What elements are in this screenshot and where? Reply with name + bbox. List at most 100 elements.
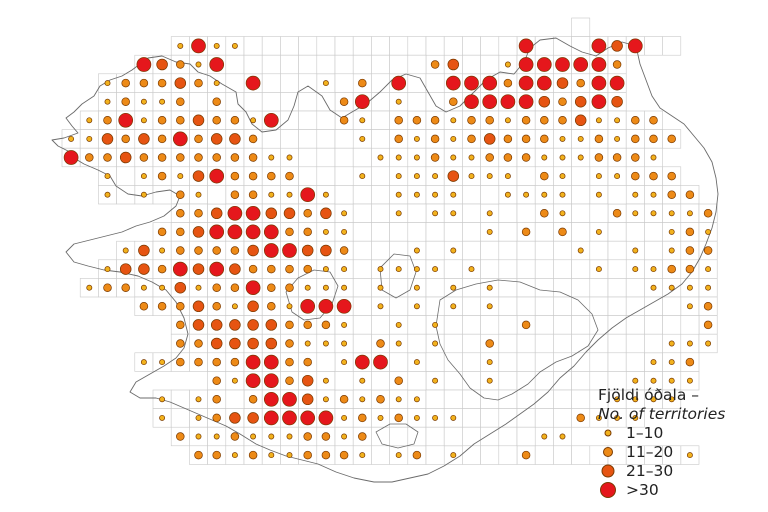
territory-dot (210, 319, 223, 331)
grid-cell-empty (407, 92, 427, 112)
territory-dot (354, 354, 370, 370)
grid-cell-empty (571, 389, 591, 409)
vatnajokull-outline (435, 279, 599, 401)
territory-dot (595, 173, 602, 180)
territory-dot (482, 75, 498, 91)
territory-dot (156, 58, 168, 71)
territory-dot (413, 303, 420, 310)
territory-dot (230, 432, 240, 441)
territory-dot (68, 135, 75, 142)
territory-dot (611, 95, 623, 108)
territory-dot (103, 283, 112, 292)
grid-cell-empty (498, 352, 518, 372)
grid-cell-empty (407, 315, 427, 335)
grid-cell-empty (389, 36, 409, 56)
territory-dot (650, 284, 657, 291)
myrdalsjokull-outline (375, 423, 419, 449)
grid-cell-empty (607, 259, 627, 279)
territory-dot (521, 116, 531, 125)
grid-cell-empty (589, 389, 609, 409)
grid-cell-empty (389, 240, 409, 261)
territory-dot (559, 191, 566, 198)
territory-dot (157, 227, 167, 237)
territory-dot (63, 150, 79, 165)
grid-cell-empty (443, 333, 463, 354)
territory-dot (395, 340, 402, 347)
territory-dot (139, 302, 149, 311)
territory-dot (194, 78, 203, 88)
grid-cell-empty (516, 203, 536, 223)
grid-cell-empty (298, 36, 318, 56)
grid-cell-empty (480, 389, 500, 409)
territory-dot (195, 433, 202, 440)
territory-dot (191, 38, 206, 54)
grid-cell-empty (625, 278, 645, 298)
grid-cell-empty (298, 92, 318, 112)
territory-dot (503, 78, 513, 88)
territory-dot (649, 116, 658, 125)
territory-dot (245, 75, 261, 91)
grid-cell-empty (516, 296, 536, 316)
territory-dot (247, 319, 259, 331)
territory-dot (395, 98, 402, 105)
grid-cell-empty (261, 73, 281, 93)
territory-dot (341, 228, 348, 235)
territory-dot (303, 320, 312, 330)
grid-cell-empty (389, 426, 409, 447)
grid-cell-empty (480, 408, 500, 428)
territory-dot (685, 246, 695, 255)
territory-dot (157, 302, 167, 311)
grid-cell-empty (553, 296, 572, 316)
grid-cell-empty (498, 315, 518, 335)
territory-dot (521, 227, 531, 237)
territory-dot (192, 300, 205, 313)
territory-dot (159, 414, 166, 421)
territory-dot (518, 94, 534, 110)
territory-dot (247, 337, 259, 350)
grid-cell-empty (607, 296, 627, 316)
territory-dot (229, 133, 241, 145)
territory-dot (248, 395, 258, 404)
territory-dot (212, 357, 221, 367)
territory-dot (413, 191, 420, 198)
grid-cell-empty (571, 203, 591, 223)
territory-dot (413, 414, 420, 421)
territory-dot (667, 134, 676, 144)
territory-dot (213, 80, 220, 87)
territory-dot (304, 340, 311, 347)
territory-dot (322, 396, 329, 403)
territory-dot (248, 171, 258, 181)
territory-dot (301, 244, 314, 257)
territory-dot (263, 391, 279, 407)
territory-dot (194, 209, 203, 218)
territory-dot (705, 266, 712, 273)
territory-dot (667, 264, 676, 274)
grid-cell-empty (243, 92, 263, 112)
territory-dot (138, 133, 150, 145)
grid-cell-empty (553, 445, 572, 465)
territory-dot (250, 433, 257, 440)
grid-cell-empty (516, 389, 536, 409)
territory-dot (412, 116, 422, 125)
territory-dot (594, 134, 604, 144)
territory-dot (194, 134, 203, 144)
territory-dot (104, 191, 111, 198)
territory-dot (248, 450, 258, 460)
grid-cell-empty (462, 185, 481, 205)
territory-dot (176, 227, 185, 237)
grid-cell-empty (480, 445, 500, 465)
grid-cell-empty (116, 166, 136, 186)
grid-cell-empty (498, 426, 518, 447)
territory-dot (195, 61, 202, 68)
grid-cell-empty (462, 240, 481, 261)
territory-dot (468, 154, 475, 161)
grid-cell-empty (316, 129, 336, 149)
territory-dot (176, 116, 185, 125)
territory-dot (614, 135, 621, 142)
territory-dot (430, 60, 440, 69)
grid-cell (662, 36, 682, 56)
territory-dot (157, 134, 167, 144)
territory-dot (341, 340, 348, 347)
grid-cell-empty (316, 110, 336, 130)
territory-dot (157, 171, 167, 181)
